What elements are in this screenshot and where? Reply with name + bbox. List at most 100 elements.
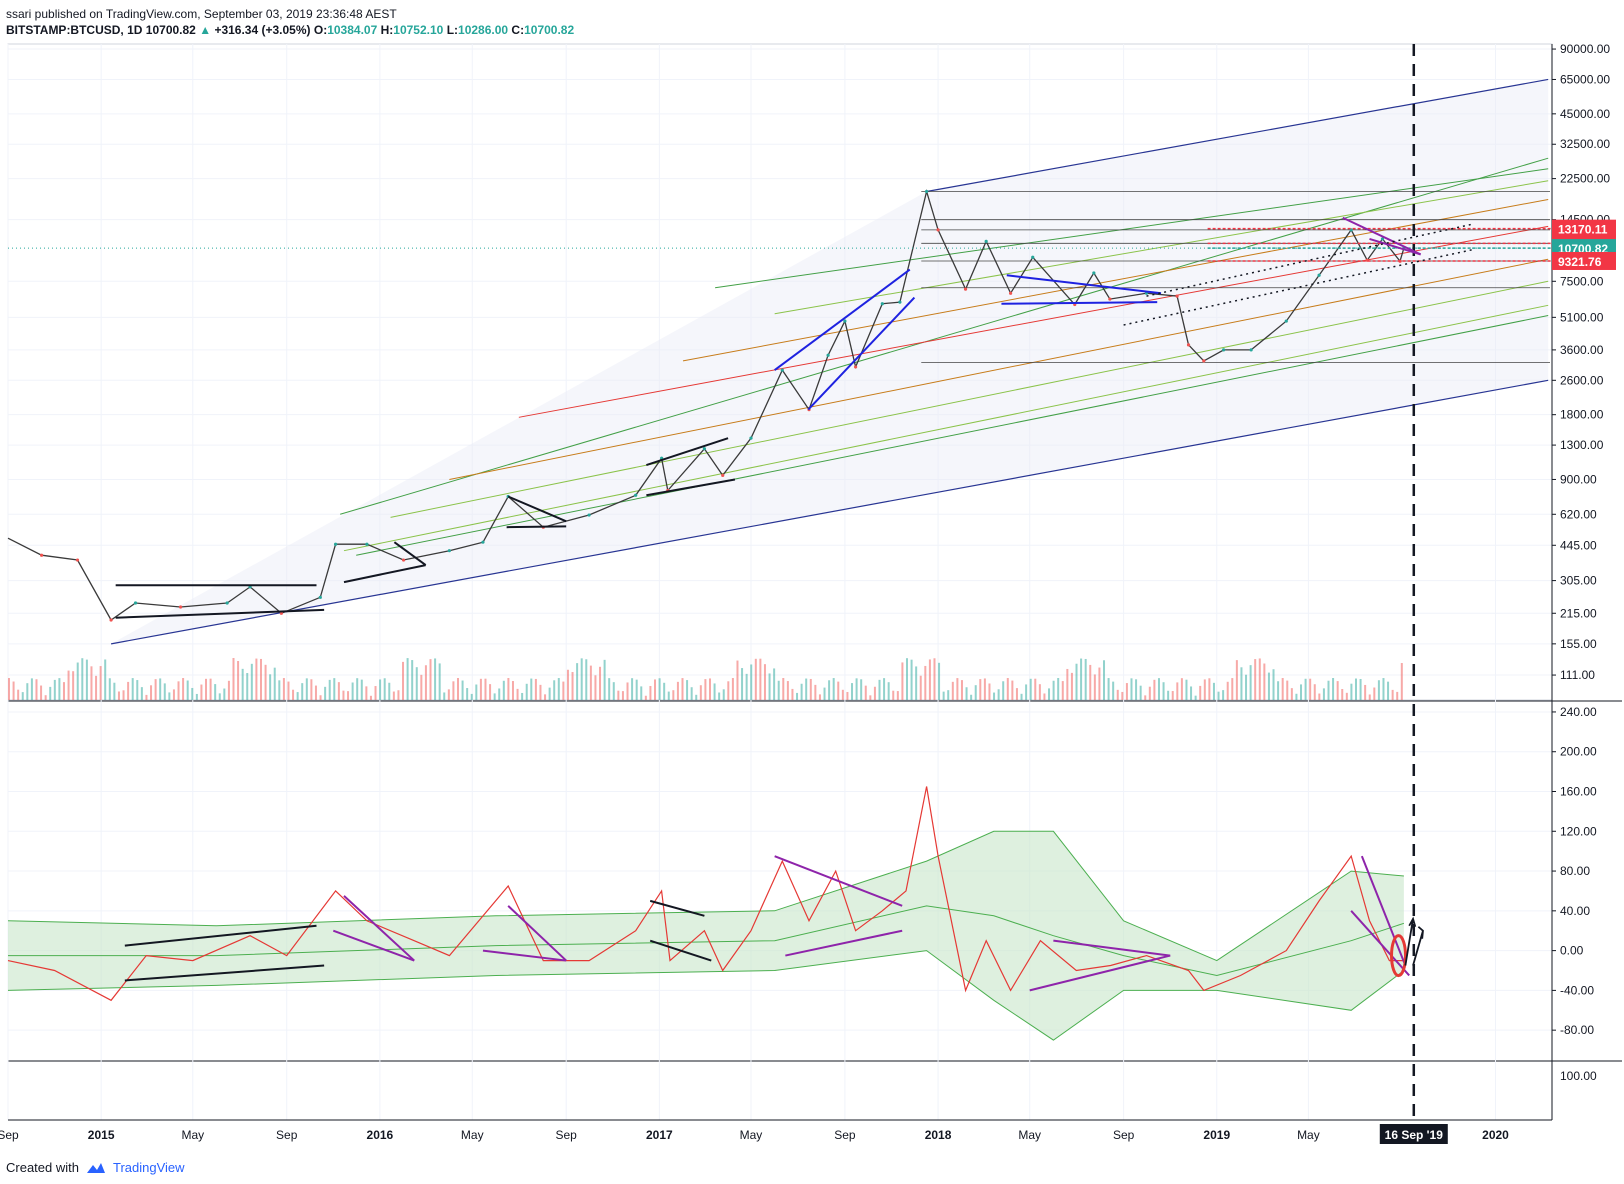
volume-bar — [470, 693, 473, 700]
volume-bar — [1089, 664, 1092, 700]
chart-canvas[interactable]: 90000.00 65000.00 45000.00 32500.00 22500.00… — [0, 0, 1624, 1150]
volume-bar — [1006, 678, 1009, 700]
volume-bar — [53, 679, 56, 700]
volume-bar — [695, 694, 698, 700]
volume-bar — [928, 659, 931, 700]
osc-pattern-line — [1053, 939, 1171, 957]
volume-bar — [1245, 674, 1248, 700]
volume-bar — [818, 694, 821, 700]
volume-bar — [750, 664, 753, 700]
price-point — [1186, 343, 1191, 347]
volume-bar — [704, 679, 707, 700]
volume-bar — [754, 658, 757, 700]
volume-bar — [104, 659, 107, 700]
volume-bar — [901, 662, 904, 700]
low-value: 10286.00 — [458, 23, 509, 37]
price-point — [1175, 294, 1179, 298]
chart-header: ssari published on TradingView.com, Sept… — [6, 6, 574, 38]
volume-bar — [718, 692, 721, 700]
pattern-line — [506, 525, 567, 529]
volume-bar — [26, 683, 29, 700]
volume-bar — [218, 693, 221, 700]
volume-bar — [12, 681, 15, 700]
volume-bar — [1116, 689, 1119, 700]
volume-bar — [869, 695, 872, 700]
volume-bar — [860, 679, 863, 700]
volume-bar — [814, 684, 817, 700]
price-point — [365, 542, 369, 546]
volume-bar — [8, 678, 10, 700]
volume-bar — [1373, 687, 1376, 700]
price-point — [880, 302, 884, 306]
volume-bar — [406, 658, 409, 700]
volume-bar — [741, 668, 744, 700]
volume-bar — [49, 686, 52, 700]
volume-bar — [502, 680, 505, 700]
volume-bar — [544, 694, 547, 700]
volume-bar — [548, 687, 551, 700]
volume-bar — [195, 693, 198, 700]
volume-bar — [1304, 678, 1307, 700]
volume-bar — [951, 681, 954, 700]
volume-bar — [1020, 693, 1023, 700]
price-badge-bg — [1552, 251, 1616, 270]
volume-bar — [676, 681, 679, 700]
price-point — [1249, 348, 1253, 352]
volume-bar — [1332, 678, 1335, 700]
volume-bar — [1070, 672, 1073, 700]
volume-bar — [333, 678, 336, 700]
price-point — [75, 558, 80, 562]
volume-bar — [264, 664, 267, 700]
volume-bar — [745, 673, 748, 700]
osc-tick-label: 240.00 — [1560, 705, 1597, 719]
volume-bar — [1396, 691, 1399, 700]
volume-bar — [163, 683, 166, 700]
volume-bar — [956, 678, 959, 700]
pattern-line — [774, 268, 911, 371]
volume-bar — [763, 664, 766, 700]
volume-bar — [177, 681, 180, 700]
volume-bar — [314, 685, 317, 700]
volume-bar — [1066, 668, 1069, 700]
osc-pattern-line — [1360, 855, 1407, 966]
volume-bar — [1061, 681, 1064, 700]
volume-bar — [828, 680, 831, 700]
channel-line — [682, 198, 1549, 362]
highlight-ellipse — [1390, 934, 1408, 978]
volume-bar — [1157, 678, 1160, 700]
volume-bar — [919, 675, 922, 700]
volume-bar — [525, 683, 528, 700]
volume-bar — [1368, 694, 1371, 700]
volume-bar — [429, 659, 432, 700]
volume-bar — [168, 692, 171, 700]
price-point — [39, 553, 44, 557]
drawings — [115, 44, 1472, 1120]
volume-bar — [796, 692, 799, 700]
volume-bar — [1290, 688, 1293, 700]
volume-bar — [324, 686, 327, 700]
channel-fill — [111, 79, 1549, 644]
price-point — [702, 447, 707, 451]
price-tick-label: 32500.00 — [1560, 137, 1610, 151]
price-point — [843, 319, 847, 323]
volume-bar — [411, 660, 414, 700]
price-point — [634, 493, 638, 497]
volume-bar — [209, 678, 212, 700]
volume-bar — [30, 678, 33, 700]
volume-bar — [1029, 678, 1032, 700]
volume-bar — [443, 692, 446, 700]
channel-line — [356, 315, 1549, 556]
price-tick-label: 900.00 — [1560, 472, 1597, 486]
osc-pattern-line — [332, 929, 415, 962]
time-tick-label: May — [461, 1128, 484, 1142]
volume-bar — [777, 680, 780, 700]
volume-bar — [1199, 685, 1202, 700]
volume-bar — [521, 692, 524, 700]
band-fill — [8, 831, 1404, 1041]
volume-bar — [736, 660, 739, 700]
volume-bar — [76, 662, 79, 700]
price-point — [1031, 255, 1035, 259]
brand-name[interactable]: TradingView — [112, 1160, 185, 1175]
channel-line — [774, 180, 1549, 315]
volume-bar — [511, 681, 514, 700]
